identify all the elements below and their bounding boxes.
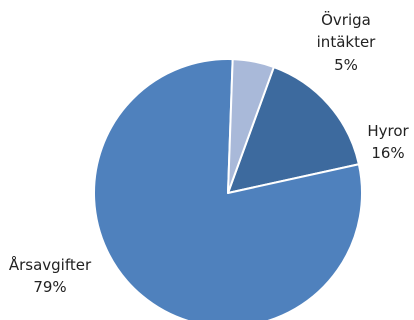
value-hyror: 16%: [371, 144, 404, 162]
label-ovriga-line2: intäkter: [317, 33, 377, 51]
pie-slice-hyror: [227, 66, 360, 194]
pie-slice-övriga-intäkter: [227, 58, 275, 194]
pie-labels: Hyror 16% Årsavgifter 79% Övriga intäkte…: [9, 10, 410, 296]
label-ovriga-line1: Övriga: [321, 10, 371, 29]
label-hyror: Hyror: [367, 122, 409, 140]
pie-slices: [93, 58, 363, 320]
value-arsavgifter: 79%: [33, 278, 66, 296]
value-ovriga: 5%: [334, 56, 358, 74]
label-arsavgifter: Årsavgifter: [9, 255, 92, 274]
